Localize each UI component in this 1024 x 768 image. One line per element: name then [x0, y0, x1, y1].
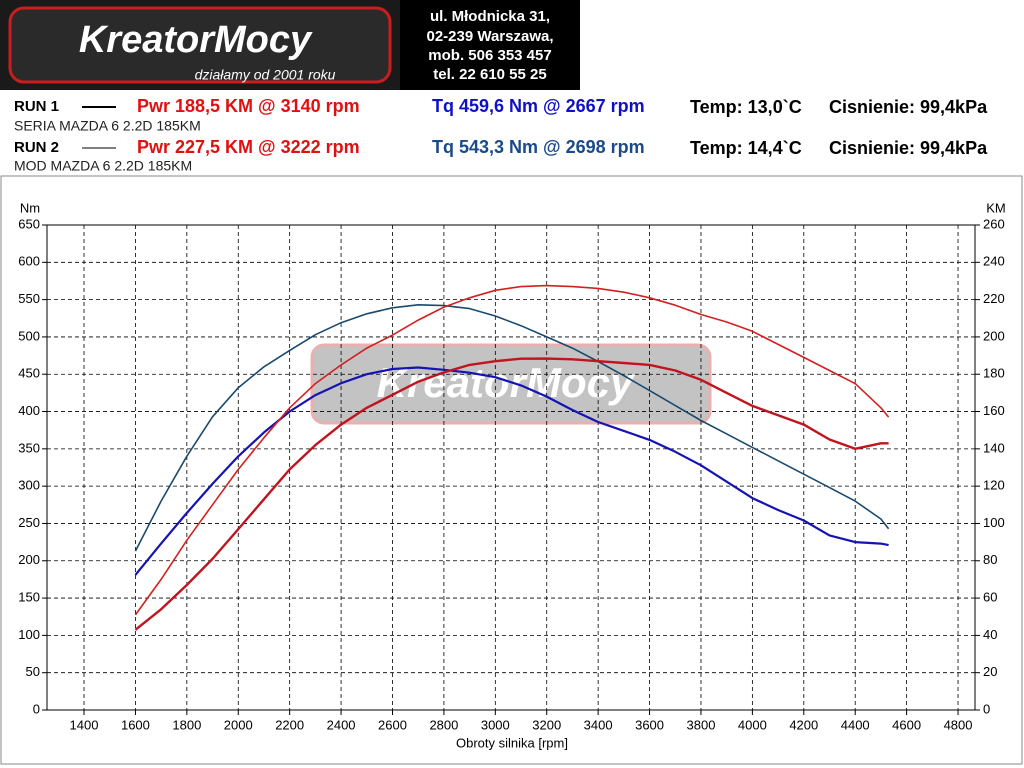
y2-tick-label: 240	[983, 254, 1005, 269]
y-tick-label: 100	[18, 627, 40, 642]
y2-tick-label: 60	[983, 590, 997, 605]
run-torque: Tq 459,6 Nm @ 2667 rpm	[432, 96, 645, 116]
logo-frame	[8, 6, 392, 84]
address-line: 02-239 Warszawa,	[426, 28, 553, 45]
y2-tick-label: 0	[983, 701, 990, 716]
y2-tick-label: 120	[983, 478, 1005, 493]
address-line: mob. 506 353 457	[428, 47, 551, 64]
x-tick-label: 2200	[275, 717, 304, 732]
y-tick-label: 600	[18, 254, 40, 269]
x-tick-label: 2400	[327, 717, 356, 732]
x-tick-label: 4200	[789, 717, 818, 732]
x-tick-label: 4400	[841, 717, 870, 732]
x-tick-label: 3800	[687, 717, 716, 732]
y-tick-label: 350	[18, 440, 40, 455]
x-tick-label: 2800	[429, 717, 458, 732]
run-power: Pwr 188,5 KM @ 3140 rpm	[137, 96, 360, 116]
y-tick-label: 150	[18, 590, 40, 605]
run-power: Pwr 227,5 KM @ 3222 rpm	[137, 137, 360, 157]
run-pressure: Cisnienie: 99,4kPa	[829, 138, 988, 158]
y-tick-label: 50	[26, 664, 40, 679]
watermark: KreatorMocy	[310, 343, 712, 425]
run-description: MOD MAZDA 6 2.2D 185KM	[14, 158, 192, 174]
y-tick-label: 550	[18, 291, 40, 306]
x-axis-label: Obroty silnika [rpm]	[456, 735, 568, 750]
y2-tick-label: 260	[983, 216, 1005, 231]
x-tick-label: 2000	[224, 717, 253, 732]
y2-axis-label: KM	[986, 200, 1006, 215]
x-tick-label: 4000	[738, 717, 767, 732]
x-tick-label: 4600	[892, 717, 921, 732]
run-pressure: Cisnienie: 99,4kPa	[829, 97, 988, 117]
logo-slogan: działamy od 2001 roku	[195, 67, 336, 83]
x-tick-label: 4800	[944, 717, 973, 732]
chart-frame	[0, 175, 1023, 765]
x-tick-label: 1800	[172, 717, 201, 732]
y2-tick-label: 20	[983, 664, 997, 679]
y2-tick-label: 180	[983, 366, 1005, 381]
y-tick-label: 400	[18, 403, 40, 418]
run-label: RUN 1	[14, 98, 59, 115]
x-tick-label: 2600	[378, 717, 407, 732]
y2-tick-label: 140	[983, 440, 1005, 455]
y-axis-label: Nm	[20, 200, 40, 215]
x-tick-label: 3200	[532, 717, 561, 732]
run-temp: Temp: 14,4`C	[690, 138, 802, 158]
y-tick-label: 0	[33, 701, 40, 716]
y2-tick-label: 40	[983, 627, 997, 642]
series-line	[134, 284, 890, 616]
run-temp: Temp: 13,0`C	[690, 97, 802, 117]
run-label: RUN 2	[14, 139, 59, 156]
y-tick-label: 650	[18, 216, 40, 231]
run-description: SERIA MAZDA 6 2.2D 185KM	[14, 118, 201, 134]
address-line: tel. 22 610 55 25	[433, 66, 546, 83]
x-tick-label: 1600	[121, 717, 150, 732]
y2-tick-label: 100	[983, 515, 1005, 530]
x-tick-label: 3400	[584, 717, 613, 732]
y-tick-label: 450	[18, 366, 40, 381]
series-line	[134, 304, 890, 552]
x-tick-label: 3000	[481, 717, 510, 732]
x-tick-label: 1400	[70, 717, 99, 732]
y2-tick-label: 220	[983, 291, 1005, 306]
y2-tick-label: 200	[983, 328, 1005, 343]
y-tick-label: 300	[18, 478, 40, 493]
y-tick-label: 200	[18, 552, 40, 567]
x-tick-label: 3600	[635, 717, 664, 732]
run-torque: Tq 543,3 Nm @ 2698 rpm	[432, 137, 645, 157]
series-line	[134, 357, 889, 631]
address-line: ul. Młodnicka 31,	[430, 8, 550, 25]
series-line	[134, 366, 889, 576]
address-bg	[400, 0, 580, 90]
y-tick-label: 250	[18, 515, 40, 530]
plot-area	[46, 224, 976, 711]
y2-tick-label: 80	[983, 552, 997, 567]
y-tick-label: 500	[18, 328, 40, 343]
y2-tick-label: 160	[983, 403, 1005, 418]
logo-name: KreatorMocy	[79, 19, 313, 61]
